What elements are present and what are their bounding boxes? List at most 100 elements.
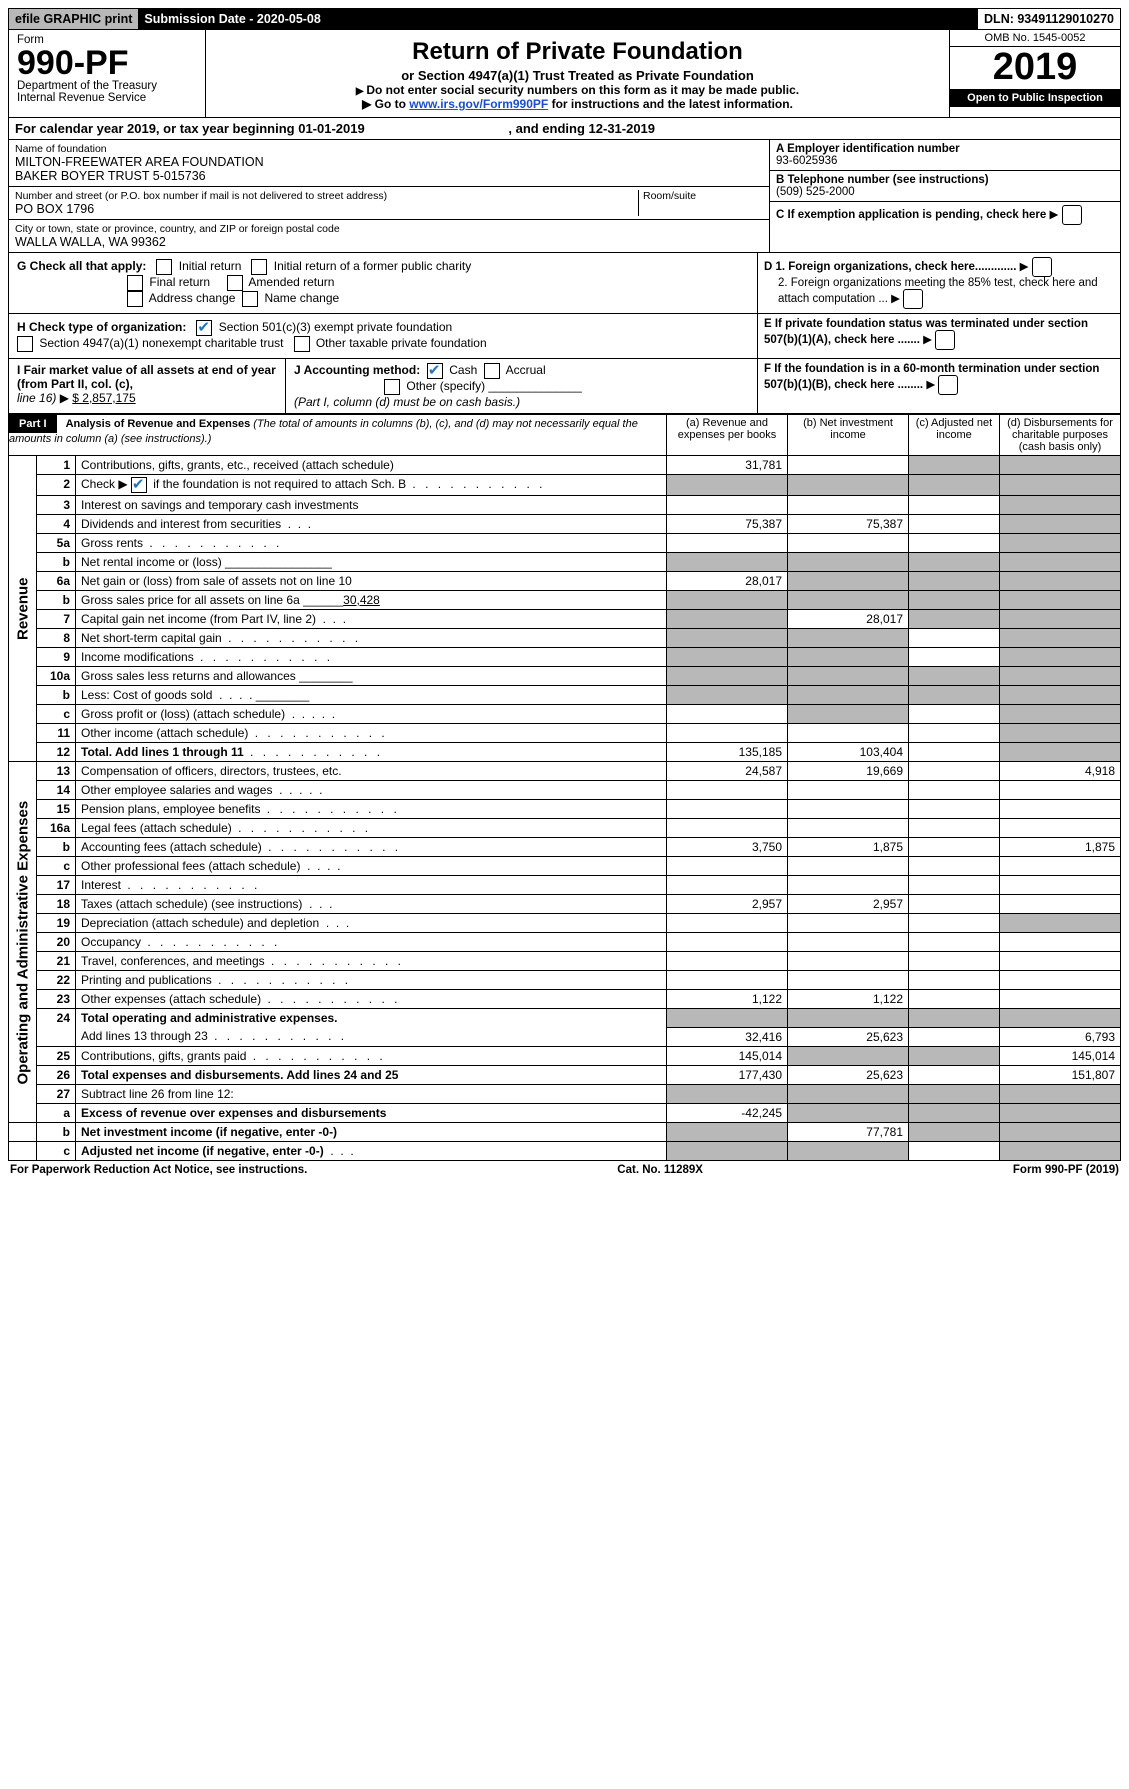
4947-checkbox[interactable] (17, 336, 33, 352)
address-change: Address change (149, 291, 236, 305)
schb-checkbox[interactable] (131, 477, 147, 493)
line6b-desc: Gross sales price for all assets on line… (76, 591, 667, 610)
top-bar: efile GRAPHIC print Submission Date - 20… (8, 8, 1121, 30)
room-label: Room/suite (638, 190, 763, 216)
ln-24: 24 (37, 1009, 76, 1047)
l5a: Gross rents (81, 536, 143, 550)
street: PO BOX 1796 (15, 202, 638, 216)
ln-12: 12 (37, 743, 76, 762)
foundation-name1: MILTON-FREEWATER AREA FOUNDATION (15, 155, 763, 169)
l20: Occupancy (81, 935, 141, 949)
i-line16: line 16) (17, 391, 56, 405)
v27aa: -42,245 (667, 1103, 788, 1122)
name-change-checkbox[interactable] (242, 291, 258, 307)
v1a: 31,781 (667, 456, 788, 475)
ln-27b: b (37, 1122, 76, 1141)
accrual-checkbox[interactable] (484, 363, 500, 379)
l26: Total expenses and disbursements. Add li… (81, 1068, 398, 1082)
ln-5b: b (37, 553, 76, 572)
line9-desc: Income modifications (76, 648, 667, 667)
v24a: 32,416 (667, 1027, 788, 1046)
l14: Other employee salaries and wages (81, 783, 272, 797)
city-block: City or town, state or province, country… (9, 219, 769, 252)
line20-desc: Occupancy (76, 933, 667, 952)
c-block: C If exemption application is pending, c… (770, 201, 1120, 228)
other-method-checkbox[interactable] (384, 379, 400, 395)
l21: Travel, conferences, and meetings (81, 954, 265, 968)
v6aa: 28,017 (667, 572, 788, 591)
initial-return-checkbox[interactable] (156, 259, 172, 275)
l16c: Other professional fees (attach schedule… (81, 859, 300, 873)
footer-center: Cat. No. 11289X (617, 1164, 703, 1176)
calendar-text: For calendar year 2019, or tax year begi… (9, 118, 1120, 139)
line14-desc: Other employee salaries and wages . . . … (76, 781, 667, 800)
phone-block: B Telephone number (see instructions) (5… (770, 170, 1120, 201)
c-checkbox[interactable] (1062, 205, 1082, 225)
ln-8: 8 (37, 629, 76, 648)
j-block: J Accounting method: Cash Accrual Other … (286, 359, 757, 413)
line5a-desc: Gross rents (76, 534, 667, 553)
d-block: D 1. Foreign organizations, check here..… (757, 253, 1120, 313)
final-return: Final return (149, 275, 210, 289)
street-label: Number and street (or P.O. box number if… (15, 190, 638, 202)
line12-desc: Total. Add lines 1 through 11 (76, 743, 667, 762)
other-taxable-checkbox[interactable] (294, 336, 310, 352)
d2-row: 2. Foreign organizations meeting the 85%… (764, 277, 1114, 309)
header-center: Return of Private Foundation or Section … (206, 30, 949, 117)
v16ba: 3,750 (667, 838, 788, 857)
line4-desc: Dividends and interest from securities .… (76, 515, 667, 534)
d2-checkbox[interactable] (903, 289, 923, 309)
initial-former-checkbox[interactable] (251, 259, 267, 275)
ln-19: 19 (37, 914, 76, 933)
line16c-desc: Other professional fees (attach schedule… (76, 857, 667, 876)
goto-pre: Go to (375, 97, 410, 111)
checks-row-h: H Check type of organization: Section 50… (8, 314, 1121, 359)
l23: Other expenses (attach schedule) (81, 992, 261, 1006)
l4: Dividends and interest from securities (81, 517, 281, 531)
l10c: Gross profit or (loss) (attach schedule) (81, 707, 285, 721)
ln-16a: 16a (37, 819, 76, 838)
address-change-checkbox[interactable] (127, 291, 143, 307)
501c3-checkbox[interactable] (196, 320, 212, 336)
ln-14: 14 (37, 781, 76, 800)
final-return-checkbox[interactable] (127, 275, 143, 291)
ln-5a: 5a (37, 534, 76, 553)
l17: Interest (81, 878, 121, 892)
l27a: Excess of revenue over expenses and disb… (81, 1106, 386, 1120)
ln-15: 15 (37, 800, 76, 819)
line22-desc: Printing and publications (76, 971, 667, 990)
e-checkbox[interactable] (935, 330, 955, 350)
form-header: Form 990-PF Department of the Treasury I… (8, 30, 1121, 118)
fmv-value: $ 2,857,175 (72, 391, 135, 405)
ln-22: 22 (37, 971, 76, 990)
phone-label: B Telephone number (see instructions) (776, 174, 1114, 186)
line21-desc: Travel, conferences, and meetings (76, 952, 667, 971)
d1-checkbox[interactable] (1032, 257, 1052, 277)
line15-desc: Pension plans, employee benefits (76, 800, 667, 819)
l22: Printing and publications (81, 973, 212, 987)
ln-23: 23 (37, 990, 76, 1009)
501c3-label: Section 501(c)(3) exempt private foundat… (219, 320, 452, 334)
line24-desc: Total operating and administrative expen… (76, 1009, 667, 1028)
f-checkbox[interactable] (938, 375, 958, 395)
irs-link[interactable]: www.irs.gov/Form990PF (409, 97, 548, 111)
ln-20: 20 (37, 933, 76, 952)
cash-checkbox[interactable] (427, 363, 443, 379)
l9: Income modifications (81, 650, 194, 664)
line13-desc: Compensation of officers, directors, tru… (76, 762, 667, 781)
ln-9: 9 (37, 648, 76, 667)
efile-label: efile GRAPHIC print (9, 9, 138, 29)
col-c-header: (c) Adjusted net income (909, 415, 1000, 456)
ln-26: 26 (37, 1065, 76, 1084)
footer: For Paperwork Reduction Act Notice, see … (8, 1161, 1121, 1179)
l24: Total operating and administrative expen… (81, 1011, 338, 1025)
ln-25: 25 (37, 1046, 76, 1065)
line18-desc: Taxes (attach schedule) (see instruction… (76, 895, 667, 914)
amended-checkbox[interactable] (227, 275, 243, 291)
l7: Capital gain net income (from Part IV, l… (81, 612, 316, 626)
footer-right: Form 990-PF (2019) (1013, 1164, 1119, 1176)
submission-date: Submission Date - 2020-05-08 (138, 9, 978, 29)
l16a: Legal fees (attach schedule) (81, 821, 232, 835)
initial-return: Initial return (179, 259, 242, 273)
v23b: 1,122 (788, 990, 909, 1009)
